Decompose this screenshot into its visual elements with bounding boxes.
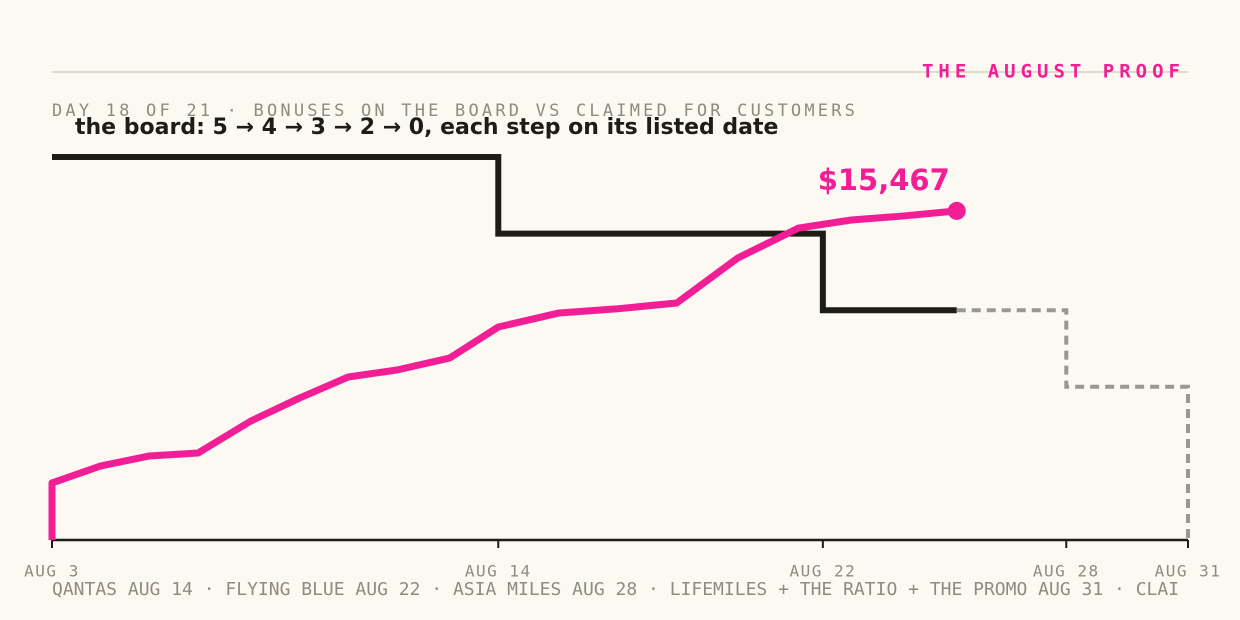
footer: QANTAS AUG 14 · FLYING BLUE AUG 22 · ASI… [52,579,1179,600]
x-tick-label: AUG 22 [789,562,856,581]
x-tick-label: AUG 3 [24,562,80,581]
chart-title: THE AUGUST PROOF [922,61,1185,83]
annotation: the board: 5 → 4 → 3 → 2 → 0, each step … [75,115,778,140]
data-label: $15,467 [818,163,950,197]
x-tick-label: AUG 31 [1155,562,1222,581]
series-line [52,154,957,314]
subtitle: DAY 18 OF 21 · BONUSES ON THE BOARD VS C… [52,101,858,121]
x-tick-label: AUG 14 [465,562,532,581]
series-line [956,308,1190,540]
x-tick-label: AUG 28 [1033,562,1100,581]
end-dot [947,201,966,220]
series-line [48,207,958,540]
